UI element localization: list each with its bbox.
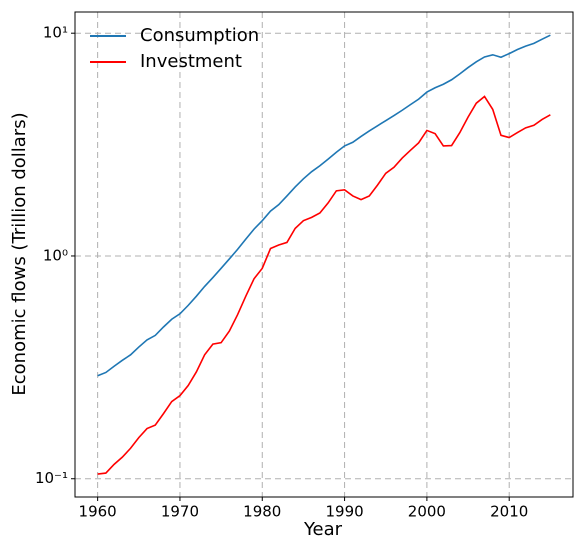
x-tick-label: 1960 xyxy=(79,503,117,521)
legend-label: Investment xyxy=(140,51,242,72)
x-tick-label: 1970 xyxy=(161,503,199,521)
x-tick-label: 2010 xyxy=(490,503,528,521)
x-tick-label: 1980 xyxy=(243,503,281,521)
y-tick-label: 10⁻¹ xyxy=(35,469,68,487)
y-tick-label: 10⁰ xyxy=(43,246,68,264)
y-tick-label: 10¹ xyxy=(43,24,68,42)
x-axis-label: Year xyxy=(303,519,343,540)
series-line xyxy=(97,95,551,475)
x-tick-label: 2000 xyxy=(408,503,446,521)
legend-label: Consumption xyxy=(140,25,259,46)
plot-frame xyxy=(74,11,574,498)
x-tick-label: 1990 xyxy=(325,503,363,521)
y-axis-label: Economic flows (Trillion dollars) xyxy=(9,112,30,395)
series-line xyxy=(97,34,551,377)
